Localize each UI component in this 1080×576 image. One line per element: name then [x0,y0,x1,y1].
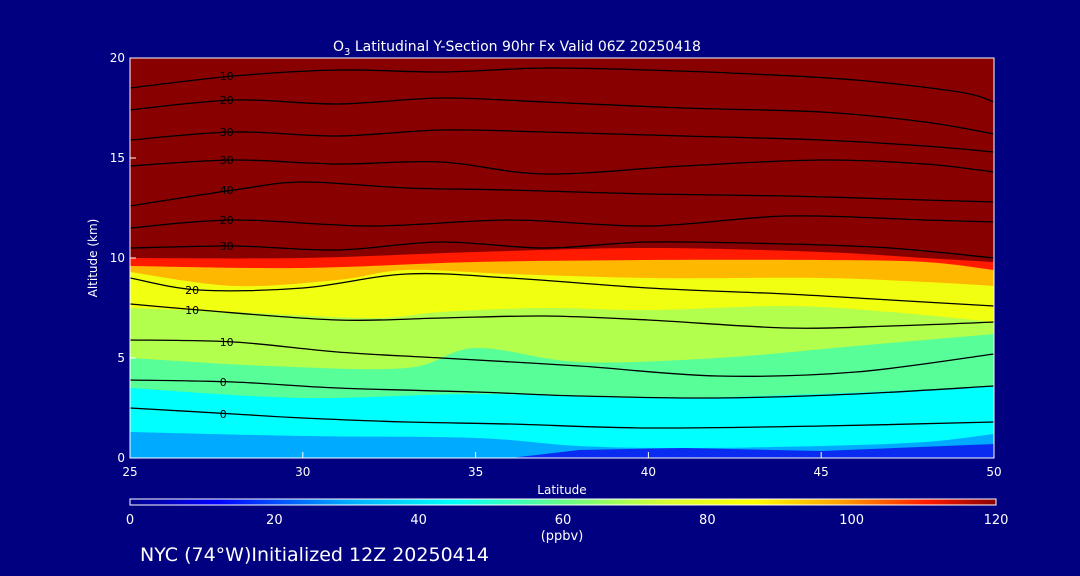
colorbar-unit-label: (ppbv) [541,529,584,544]
contour-line [130,303,994,329]
contour-label: 30 [220,154,234,167]
colorbar-tick-label: 60 [555,513,572,528]
colorbar-ticks: 0 20 40 60 80 100 120 [126,513,1009,528]
x-tick-label: 25 [122,465,137,479]
plot-area: 0 0 10 10 20 30 20 40 30 30 20 10 [130,58,994,458]
contour-line [130,67,994,103]
contour-line [130,159,994,175]
contour-line [130,129,994,153]
x-tick-label: 40 [641,465,656,479]
contour-label: 10 [220,336,234,349]
y-tick-label: 15 [110,151,125,165]
concentration-fill-bands [130,58,994,458]
colorbar-tick-label: 120 [984,513,1009,528]
contour-line [130,181,994,207]
contour-label: 10 [220,70,234,83]
chart-title: O3 Latitudinal Y-Section 90hr Fx Valid 0… [333,39,701,58]
colorbar [130,499,996,505]
x-axis-label: Latitude [537,483,586,497]
contour-lines: 0 0 10 10 20 30 20 40 30 30 20 10 [130,67,994,429]
contour-line [130,272,994,307]
colorbar-tick-label: 40 [410,513,427,528]
contour-label: 20 [220,214,234,227]
contour-line [130,215,994,229]
colorbar-frame [129,498,997,506]
contour-label: 40 [220,184,234,197]
colorbar-tick-label: 0 [126,513,134,528]
contour-label: 20 [220,94,234,107]
contour-line [130,241,994,259]
contour-line [130,97,994,135]
footer-caption: NYC (74°W)Initialized 12Z 20250414 [140,544,489,566]
contour-label: 0 [220,376,227,389]
contour-label: 0 [220,408,227,421]
contour-line [130,379,994,399]
y-tick-label: 0 [117,451,125,465]
x-tick-label: 50 [986,465,1001,479]
y-tick-label: 10 [110,251,125,265]
y-tick-label: 5 [117,351,125,365]
colorbar-tick-label: 100 [839,513,864,528]
contour-line [130,407,994,429]
contour-label: 10 [185,304,199,317]
contour-line [130,339,994,377]
colorbar-tick-label: 20 [266,513,283,528]
x-tick-label: 30 [295,465,310,479]
contour-label: 30 [220,240,234,253]
colorbar-tick-label: 80 [699,513,716,528]
y-axis-ticks: 0 5 10 15 20 [110,51,136,465]
x-axis-ticks: 25 30 35 40 45 50 [122,452,1002,479]
contour-label: 20 [185,284,199,297]
surface-low-band [510,444,994,458]
x-tick-label: 45 [814,465,829,479]
y-tick-label: 20 [110,51,125,65]
x-tick-label: 35 [468,465,483,479]
y-axis-label: Altitude (km) [86,219,100,298]
contour-label: 30 [220,126,234,139]
